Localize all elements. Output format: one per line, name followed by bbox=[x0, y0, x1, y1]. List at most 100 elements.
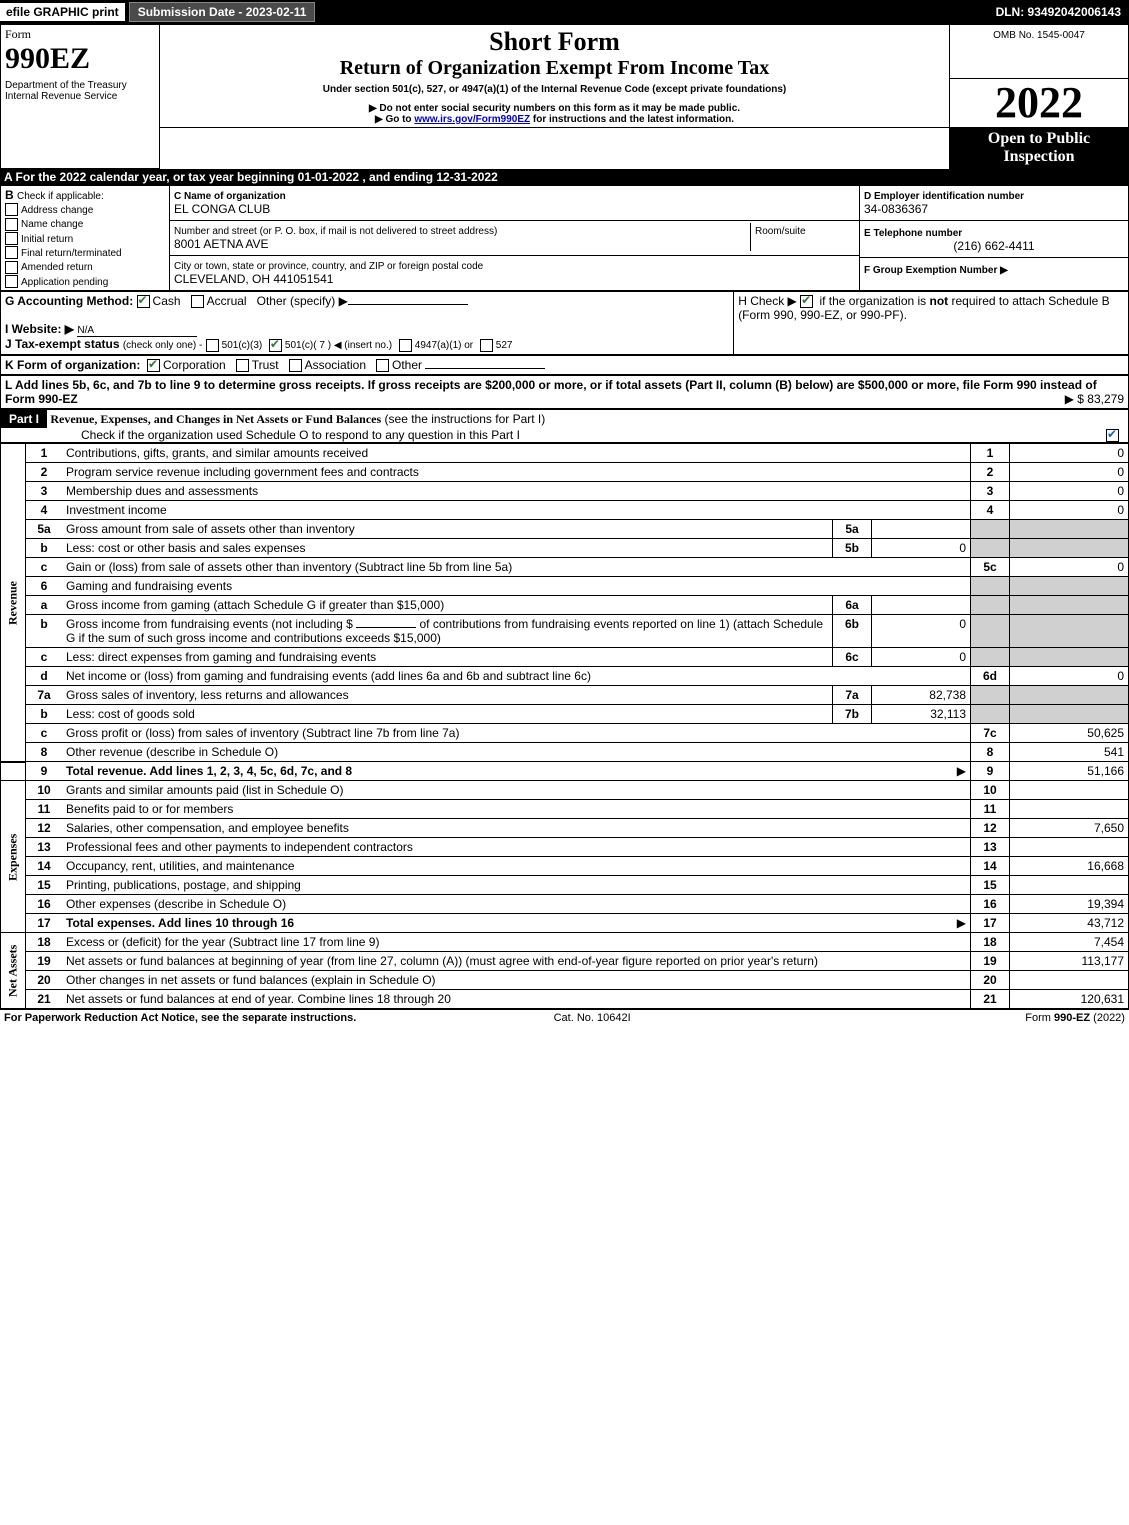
footer-mid: Cat. No. 10642I bbox=[554, 1012, 631, 1024]
l1-desc: Contributions, gifts, grants, and simila… bbox=[66, 446, 368, 460]
l1-num: 1 bbox=[26, 444, 63, 463]
l5c-amt: 0 bbox=[1010, 558, 1129, 577]
address-change-checkbox[interactable] bbox=[5, 203, 18, 216]
h-pre: H Check ▶ bbox=[738, 294, 800, 308]
l-value: ▶ $ 83,279 bbox=[1065, 392, 1124, 406]
l11-desc: Benefits paid to or for members bbox=[66, 802, 233, 816]
initial-return-checkbox[interactable] bbox=[5, 232, 18, 245]
l5a-sl: 5a bbox=[833, 520, 872, 539]
l11-num: 11 bbox=[26, 800, 63, 819]
l6b-num: b bbox=[26, 615, 63, 648]
l4-col: 4 bbox=[971, 501, 1010, 520]
h-text2: required to attach Schedule B bbox=[952, 294, 1110, 308]
l1-amt: 0 bbox=[1010, 444, 1129, 463]
l3-num: 3 bbox=[26, 482, 63, 501]
501c-checkbox[interactable] bbox=[269, 339, 282, 352]
corp-checkbox[interactable] bbox=[147, 359, 160, 372]
4947-checkbox[interactable] bbox=[399, 339, 412, 352]
final-return-checkbox[interactable] bbox=[5, 246, 18, 259]
l7a-num: 7a bbox=[26, 686, 63, 705]
assoc-checkbox[interactable] bbox=[289, 359, 302, 372]
l8-desc: Other revenue (describe in Schedule O) bbox=[66, 745, 278, 759]
l7c-col: 7c bbox=[971, 724, 1010, 743]
l6c-sv: 0 bbox=[872, 648, 971, 667]
l7a-sv: 82,738 bbox=[872, 686, 971, 705]
l6c-desc: Less: direct expenses from gaming and fu… bbox=[66, 650, 376, 664]
l10-num: 10 bbox=[26, 781, 63, 800]
schedule-o-checkbox[interactable] bbox=[1106, 429, 1119, 442]
l7a-sl: 7a bbox=[833, 686, 872, 705]
goto-post: for instructions and the latest informat… bbox=[530, 114, 734, 125]
l6b-blank[interactable] bbox=[356, 627, 416, 628]
g-label: G Accounting Method: bbox=[5, 294, 133, 308]
l13-amt bbox=[1010, 838, 1129, 857]
application-pending-checkbox[interactable] bbox=[5, 275, 18, 288]
other-specify-input[interactable] bbox=[348, 304, 468, 305]
amended-return-checkbox[interactable] bbox=[5, 261, 18, 274]
part1-title-sub: (see the instructions for Part I) bbox=[385, 412, 546, 426]
527-checkbox[interactable] bbox=[480, 339, 493, 352]
cash-checkbox[interactable] bbox=[137, 295, 150, 308]
l7a-grey-col bbox=[971, 686, 1010, 705]
efile-print-link[interactable]: efile GRAPHIC print bbox=[0, 3, 125, 21]
l17-desc: Total expenses. Add lines 10 through 16 bbox=[66, 916, 294, 930]
name-change-checkbox[interactable] bbox=[5, 218, 18, 231]
website-value: N/A bbox=[77, 325, 197, 337]
accrual-checkbox[interactable] bbox=[191, 295, 204, 308]
j-o2: 501(c)( 7 ) ◀ (insert no.) bbox=[285, 340, 392, 351]
tax-year: 2022 bbox=[950, 78, 1129, 128]
l14-num: 14 bbox=[26, 857, 63, 876]
l2-num: 2 bbox=[26, 463, 63, 482]
l7a-grey-amt bbox=[1010, 686, 1129, 705]
k-label: K Form of organization: bbox=[5, 358, 140, 372]
part1-title: Revenue, Expenses, and Changes in Net As… bbox=[50, 412, 381, 426]
h-checkbox[interactable] bbox=[800, 295, 813, 308]
l6b-grey-amt bbox=[1010, 615, 1129, 648]
k-o1: Corporation bbox=[163, 358, 226, 372]
l10-amt bbox=[1010, 781, 1129, 800]
c-name-label: C Name of organization bbox=[174, 191, 286, 202]
footer-right-post: (2022) bbox=[1090, 1012, 1125, 1024]
l15-num: 15 bbox=[26, 876, 63, 895]
l12-amt: 7,650 bbox=[1010, 819, 1129, 838]
l5a-sv bbox=[872, 520, 971, 539]
l17-amt: 43,712 bbox=[1010, 914, 1129, 933]
netassets-vlabel: Net Assets bbox=[1, 933, 26, 1009]
l6-grey-col bbox=[971, 577, 1010, 596]
part1-check-note: Check if the organization used Schedule … bbox=[1, 428, 520, 442]
opt-initial-return: Initial return bbox=[21, 234, 73, 245]
l18-amt: 7,454 bbox=[1010, 933, 1129, 952]
trust-checkbox[interactable] bbox=[236, 359, 249, 372]
l6d-col: 6d bbox=[971, 667, 1010, 686]
l13-num: 13 bbox=[26, 838, 63, 857]
irs-link[interactable]: www.irs.gov/Form990EZ bbox=[414, 114, 530, 125]
j-sub: (check only one) - bbox=[123, 340, 202, 351]
k-o2: Trust bbox=[252, 358, 279, 372]
omb-number: OMB No. 1545-0047 bbox=[993, 30, 1085, 41]
l5a-grey-col bbox=[971, 520, 1010, 539]
other-org-checkbox[interactable] bbox=[376, 359, 389, 372]
submission-date-pill: Submission Date - 2023-02-11 bbox=[129, 2, 316, 22]
goto-pre: ▶ Go to bbox=[375, 114, 414, 125]
l13-col: 13 bbox=[971, 838, 1010, 857]
l14-col: 14 bbox=[971, 857, 1010, 876]
subtitle: Under section 501(c), 527, or 4947(a)(1)… bbox=[164, 84, 945, 95]
l21-desc: Net assets or fund balances at end of ye… bbox=[66, 992, 451, 1006]
l15-amt bbox=[1010, 876, 1129, 895]
501c3-checkbox[interactable] bbox=[206, 339, 219, 352]
l3-amt: 0 bbox=[1010, 482, 1129, 501]
footer-right-bold: 990-EZ bbox=[1054, 1012, 1090, 1024]
other-org-input[interactable] bbox=[425, 368, 545, 369]
k-o4: Other bbox=[392, 358, 422, 372]
l15-desc: Printing, publications, postage, and shi… bbox=[66, 878, 301, 892]
footer-right: Form 990-EZ (2022) bbox=[1025, 1012, 1125, 1024]
l6c-sl: 6c bbox=[833, 648, 872, 667]
open-inspection-box: Open to Public Inspection bbox=[950, 128, 1129, 169]
street-address: 8001 AETNA AVE bbox=[174, 237, 269, 251]
form-header-table: Form 990EZ Short Form Return of Organiza… bbox=[0, 24, 1129, 169]
l5b-num: b bbox=[26, 539, 63, 558]
l17-col: 17 bbox=[971, 914, 1010, 933]
l16-num: 16 bbox=[26, 895, 63, 914]
i-website-label: I Website: ▶ bbox=[5, 322, 74, 336]
l6a-sv bbox=[872, 596, 971, 615]
